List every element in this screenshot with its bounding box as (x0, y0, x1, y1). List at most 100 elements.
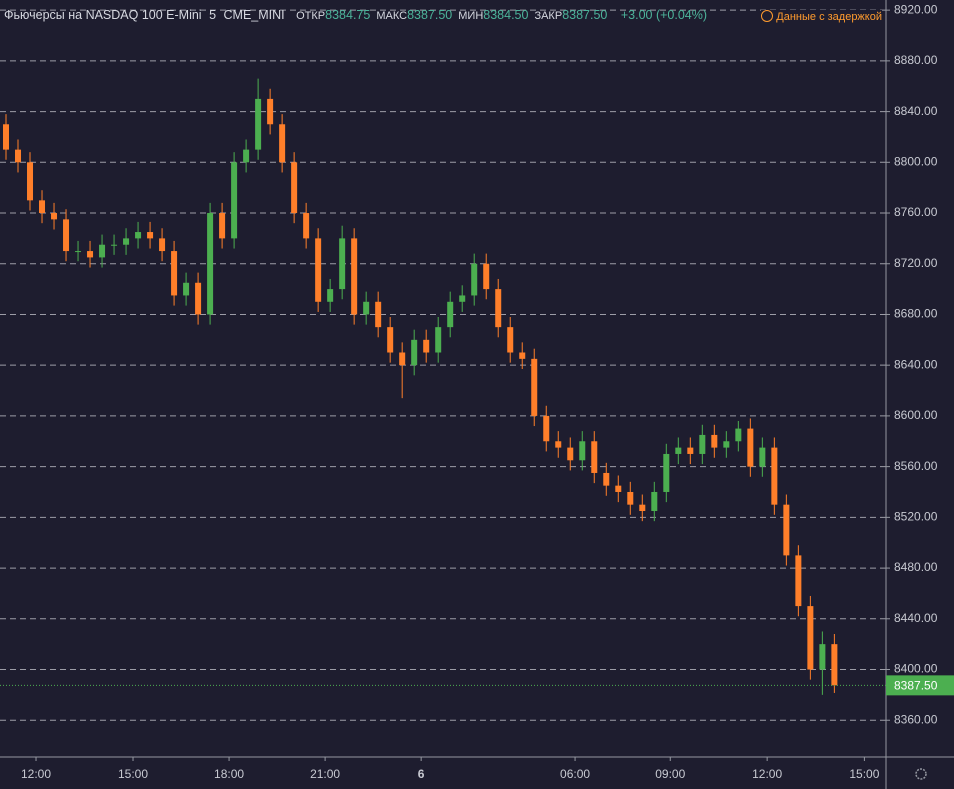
change: +3.00 (+0.04%) (620, 8, 708, 22)
y-tick-label: 8720.00 (894, 256, 938, 270)
candle-body (243, 149, 250, 163)
y-tick-label: 8520.00 (894, 510, 938, 524)
candle-body (195, 282, 202, 315)
ohlc-name: ОТКР (296, 10, 326, 22)
y-tick-label: 8440.00 (894, 611, 938, 625)
candle-body (687, 447, 694, 454)
y-tick-label: 8920.00 (894, 2, 938, 16)
candle-body (363, 301, 370, 315)
y-tick-label: 8880.00 (894, 53, 938, 67)
candle-body (75, 251, 82, 253)
candle-body (15, 149, 22, 163)
candle-body (315, 238, 322, 302)
candle-body (483, 263, 490, 290)
candle-body (3, 124, 10, 150)
delay-text: Данные с задержкой (776, 11, 882, 23)
candle-body (399, 352, 406, 366)
delay-icon (761, 10, 774, 22)
y-tick-label: 8400.00 (894, 662, 938, 676)
candle-body (495, 289, 502, 328)
candle-body (39, 200, 46, 214)
y-tick-label: 8800.00 (894, 154, 938, 168)
x-tick-label: 06:00 (560, 767, 590, 781)
candle-body (531, 358, 538, 416)
candle-body (603, 472, 610, 486)
exchange: CME_MINI (223, 8, 285, 22)
candle-body (135, 232, 142, 239)
candle-body (171, 251, 178, 296)
candle-body (231, 162, 238, 239)
title: Фьючерсы на NASDAQ 100 E-Mini (4, 8, 202, 22)
interval[interactable]: 5 (209, 8, 217, 22)
candle-body (651, 491, 658, 512)
x-tick-label: 15:00 (849, 767, 879, 781)
candle-body (387, 327, 394, 353)
candle-body (63, 219, 70, 252)
candle-body (159, 238, 166, 252)
candle-body (459, 295, 466, 302)
x-tick-label: 12:00 (21, 767, 51, 781)
ohlc-value: 8384.50 (483, 8, 529, 22)
ohlc-name: ЗАКР (534, 10, 563, 22)
candle-body (639, 504, 646, 512)
y-tick-label: 8480.00 (894, 560, 938, 574)
x-tick-label: 6 (418, 767, 425, 781)
candle-body (507, 327, 514, 353)
candle-body (219, 213, 226, 239)
candle-body (783, 504, 790, 556)
candle-body (375, 301, 382, 328)
candle-body (411, 339, 418, 366)
candle-body (723, 441, 730, 448)
x-tick-label: 09:00 (655, 767, 685, 781)
candle-body (831, 644, 838, 686)
candle-body (747, 428, 754, 467)
candle-body (27, 162, 34, 201)
y-tick-label: 8360.00 (894, 712, 938, 726)
candle-body (291, 162, 298, 214)
candle-body (435, 327, 442, 353)
x-tick-label: 15:00 (118, 767, 148, 781)
candle-body (303, 213, 310, 239)
ohlc-values: ОТКР8384.75 МАКС8387.50 МИН8384.50 ЗАКР8387… (296, 8, 613, 22)
y-tick-label: 8840.00 (894, 104, 938, 118)
candle-body (447, 301, 454, 328)
y-tick-label: 8560.00 (894, 459, 938, 473)
y-tick-label: 8680.00 (894, 307, 938, 321)
x-tick-label: 12:00 (752, 767, 782, 781)
candle-body (567, 447, 574, 461)
candle-body (519, 352, 526, 359)
candle-body (675, 447, 682, 454)
candle-body (807, 606, 814, 670)
x-tick-label: 21:00 (310, 767, 340, 781)
candle-body (735, 428, 742, 442)
ohlc-value: 8387.50 (562, 8, 608, 22)
x-tick-label: 18:00 (214, 767, 244, 781)
candle-body (711, 434, 718, 448)
candle-body (615, 485, 622, 492)
candle-body (819, 644, 826, 670)
ohlc-value: 8387.50 (407, 8, 453, 22)
candle-body (147, 232, 154, 239)
candle-body (591, 441, 598, 473)
ohlc-name: МИН (458, 10, 484, 22)
last-price-label: 8387.50 (894, 679, 938, 693)
candle-body (339, 238, 346, 290)
candle-body (471, 263, 478, 296)
delay-note[interactable]: Данные с задержкой (761, 10, 882, 23)
candle-body (699, 434, 706, 454)
candle-body (627, 491, 634, 505)
candle-body (123, 238, 130, 245)
candle-body (183, 282, 190, 296)
candle-body (543, 415, 550, 442)
candle-body (351, 238, 358, 315)
candle-body (579, 441, 586, 461)
candle-body (555, 441, 562, 448)
candle-body (99, 244, 106, 258)
settings-icon[interactable] (915, 768, 927, 780)
candle-body (207, 213, 214, 315)
candle-body (327, 289, 334, 302)
candle-body (267, 98, 274, 125)
last-price-tag (886, 675, 954, 696)
